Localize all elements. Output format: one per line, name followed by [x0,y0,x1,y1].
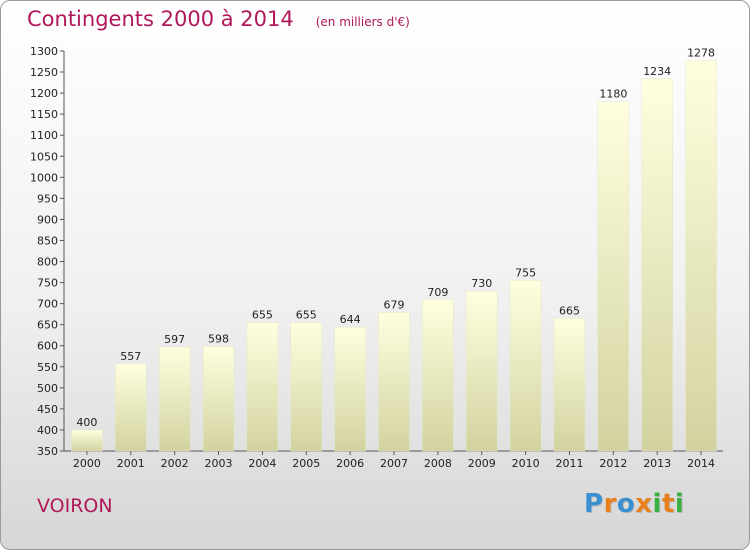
bar [597,101,630,452]
y-tick-label: 1050 [30,150,58,163]
x-tick-label: 2013 [643,457,671,470]
data-label: 679 [384,298,405,311]
x-tick-label: 2007 [380,457,408,470]
bar [553,318,586,452]
logo-letter: r [603,489,617,519]
y-tick-label: 1200 [30,87,58,100]
y-tick-label: 700 [37,298,58,311]
bar [334,326,366,452]
y-tick-label: 1100 [30,129,58,142]
x-tick-label: 2001 [117,457,145,470]
data-label: 1180 [599,88,627,101]
bar [202,346,235,452]
city-name: VOIRON [37,495,113,517]
y-tick-label: 1250 [30,66,58,79]
bar [290,322,323,452]
x-tick-label: 2006 [336,457,364,470]
bar [422,299,454,452]
data-label: 598 [208,333,229,346]
data-label: 1234 [643,65,671,78]
bar [509,280,542,452]
y-tick-label: 1300 [30,45,58,58]
data-label: 665 [559,304,580,317]
x-tick-label: 2011 [555,457,583,470]
chart-subtitle: (en milliers d'€) [315,15,410,29]
proxiti-logo: Proxiti [584,489,684,519]
bar [115,363,147,452]
y-tick-label: 950 [37,192,58,205]
bar [158,346,191,452]
logo-letter: i [652,489,662,519]
y-tick-label: 400 [37,424,58,437]
data-label: 655 [252,309,273,322]
x-tick-label: 2000 [73,457,101,470]
logo-letter: P [584,489,604,519]
y-tick-label: 500 [37,382,58,395]
x-tick-label: 2014 [687,457,715,470]
bar [641,78,673,452]
data-label: 709 [427,286,448,299]
y-tick-label: 850 [37,234,58,247]
y-tick-label: 1000 [30,171,58,184]
logo-letter: i [674,489,685,519]
bar [378,312,410,452]
data-label: 597 [164,333,185,346]
y-tick-label: 750 [37,277,58,290]
x-tick-label: 2010 [512,457,540,470]
data-label: 1278 [687,46,715,59]
data-label: 730 [471,277,492,290]
y-tick-label: 1150 [30,108,58,121]
y-tick-label: 800 [37,256,58,269]
bar [685,60,717,452]
y-tick-label: 550 [37,361,58,374]
title-row: Contingents 2000 à 2014 (en milliers d'€… [27,7,410,37]
bar [71,429,103,452]
data-label: 557 [120,350,141,363]
data-label: 400 [76,416,97,429]
x-tick-label: 2012 [599,457,627,470]
y-tick-label: 900 [37,213,58,226]
data-label: 755 [515,266,536,279]
x-tick-label: 2004 [248,457,276,470]
x-tick-label: 2002 [161,457,189,470]
data-label: 655 [296,309,317,322]
y-tick-label: 600 [37,340,58,353]
bar [465,290,498,452]
x-tick-label: 2008 [424,457,452,470]
x-tick-label: 2009 [468,457,496,470]
x-tick-label: 2005 [292,457,320,470]
logo-letter: x [635,489,653,519]
y-tick-label: 350 [37,445,58,458]
bar [246,322,279,452]
chart-title: Contingents 2000 à 2014 [27,7,294,31]
y-tick-label: 450 [37,403,58,416]
logo-letter: t [661,489,675,519]
data-label: 644 [340,313,361,326]
y-tick-label: 650 [37,319,58,332]
logo-letter: o [616,489,636,519]
x-tick-label: 2003 [205,457,233,470]
